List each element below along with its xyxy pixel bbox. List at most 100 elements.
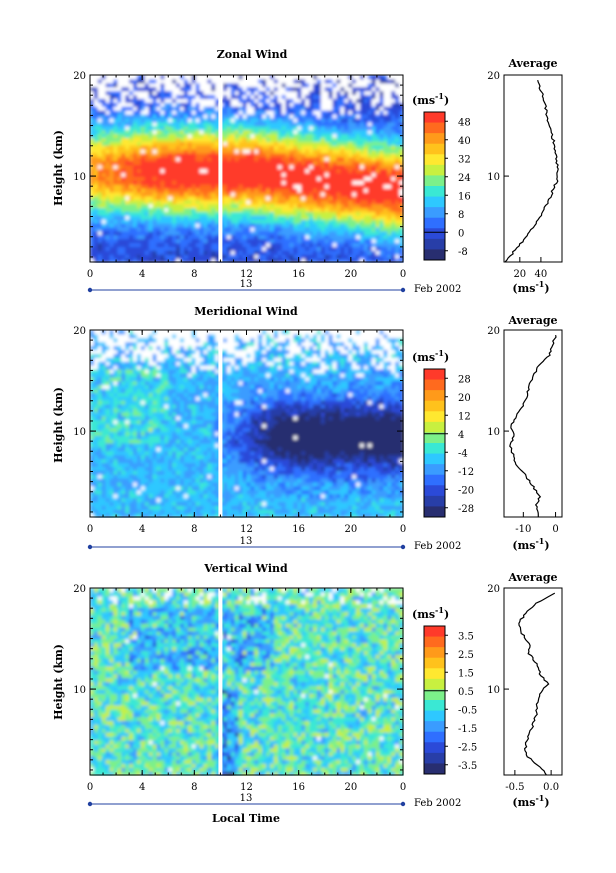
heatmap-cell	[133, 215, 138, 220]
heatmap-cell	[199, 90, 205, 96]
heatmap-cell	[242, 102, 248, 107]
heatmap-cell	[391, 94, 396, 99]
heatmap-cell	[344, 215, 349, 220]
heatmap-cell	[250, 219, 255, 224]
heatmap-cell	[125, 184, 130, 189]
heatmap-cell	[344, 110, 349, 115]
heatmap-cell	[359, 86, 365, 92]
heatmap-cell	[336, 172, 341, 177]
heatmap-cell	[246, 125, 252, 131]
heatmap-cell	[379, 160, 385, 166]
heatmap-cell	[344, 180, 349, 185]
heatmap-cell	[348, 230, 353, 236]
heatmap-cell	[172, 365, 177, 370]
heatmap-cell	[125, 384, 130, 390]
heatmap-cell	[234, 160, 240, 166]
heatmap-cell	[148, 333, 154, 339]
heatmap-cell	[164, 94, 169, 99]
heatmap-cell	[344, 145, 349, 150]
heatmap-cell	[164, 121, 169, 127]
heatmap-cell	[226, 215, 232, 220]
heatmap-cell	[383, 215, 388, 220]
heatmap-cell	[113, 380, 118, 386]
heatmap-cell	[152, 242, 158, 248]
heatmap-cell	[352, 125, 357, 131]
heatmap-cell	[133, 113, 138, 119]
heatmap-cell	[285, 184, 291, 189]
heatmap-cell	[277, 258, 283, 263]
heatmap-cell	[109, 191, 115, 197]
heatmap-cell	[144, 176, 150, 181]
heatmap-cell	[262, 90, 267, 96]
heatmap-cell	[136, 380, 142, 386]
heatmap-cell	[129, 168, 134, 173]
heatmap-cell	[172, 176, 177, 181]
heatmap-cell	[367, 195, 373, 201]
heatmap-cell	[391, 168, 396, 173]
heatmap-cell	[172, 82, 177, 88]
heatmap-cell	[234, 184, 240, 189]
heatmap-cell	[125, 466, 130, 471]
heatmap-cell	[262, 258, 267, 263]
heatmap-cell	[101, 380, 107, 386]
heatmap-cell	[371, 219, 377, 224]
heatmap-cell	[367, 164, 373, 170]
heatmap-cell	[168, 230, 173, 236]
heatmap-cell	[136, 365, 142, 370]
heatmap-cell	[375, 149, 381, 154]
heatmap-cell	[293, 82, 298, 88]
heatmap-cell	[215, 187, 220, 193]
heatmap-cell	[332, 211, 338, 216]
heatmap-cell	[332, 172, 338, 177]
heatmap-cell	[266, 168, 271, 173]
heatmap-cell	[105, 372, 111, 378]
heatmap-cell	[121, 349, 126, 354]
heatmap-cell	[152, 474, 158, 479]
heatmap-cell	[117, 345, 122, 351]
heatmap-cell	[164, 211, 169, 216]
heatmap-cell	[234, 129, 240, 135]
heatmap-cell	[387, 156, 392, 162]
heatmap-cell	[285, 94, 291, 99]
heatmap-cell	[352, 211, 357, 216]
heatmap-cell	[234, 117, 240, 123]
heatmap-cell	[211, 145, 216, 150]
heatmap-cell	[113, 474, 118, 479]
x-tick-label: 16	[292, 269, 305, 280]
heatmap-cell	[97, 242, 103, 248]
heatmap-cell	[101, 129, 107, 135]
heatmap-cell	[324, 199, 330, 205]
heatmap-cell	[195, 254, 201, 259]
heatmap-cell	[301, 82, 306, 88]
heatmap-cell	[336, 211, 341, 216]
heatmap-cell	[101, 246, 107, 251]
heatmap-cell	[133, 345, 138, 351]
heatmap-cell	[168, 501, 173, 506]
heatmap-cell	[297, 110, 302, 115]
heatmap-cell	[254, 110, 259, 115]
heatmap-cell	[277, 133, 283, 138]
heatmap-cell	[140, 145, 146, 150]
heatmap-cell	[371, 160, 377, 166]
heatmap-cell	[359, 254, 365, 259]
heatmap-cell	[129, 191, 134, 197]
heatmap-cell	[359, 230, 365, 236]
heatmap-cell	[148, 160, 154, 166]
heatmap-cell	[391, 145, 396, 150]
heatmap-cell	[113, 349, 118, 354]
heatmap-cell	[324, 129, 330, 135]
heatmap-cell	[125, 396, 130, 401]
heatmap-cell	[234, 180, 240, 185]
heatmap-cell	[297, 82, 302, 88]
heatmap-cell	[207, 129, 212, 135]
heatmap-cell	[164, 145, 169, 150]
heatmap-cell	[144, 372, 150, 378]
heatmap-cell	[195, 191, 201, 197]
heatmap-cell	[168, 234, 173, 240]
heatmap-cell	[266, 191, 271, 197]
heatmap-cell	[125, 133, 130, 138]
heatmap-cell	[152, 102, 158, 107]
heatmap-cell	[250, 230, 255, 236]
heatmap-cell	[363, 230, 369, 236]
heatmap-cell	[129, 372, 134, 378]
